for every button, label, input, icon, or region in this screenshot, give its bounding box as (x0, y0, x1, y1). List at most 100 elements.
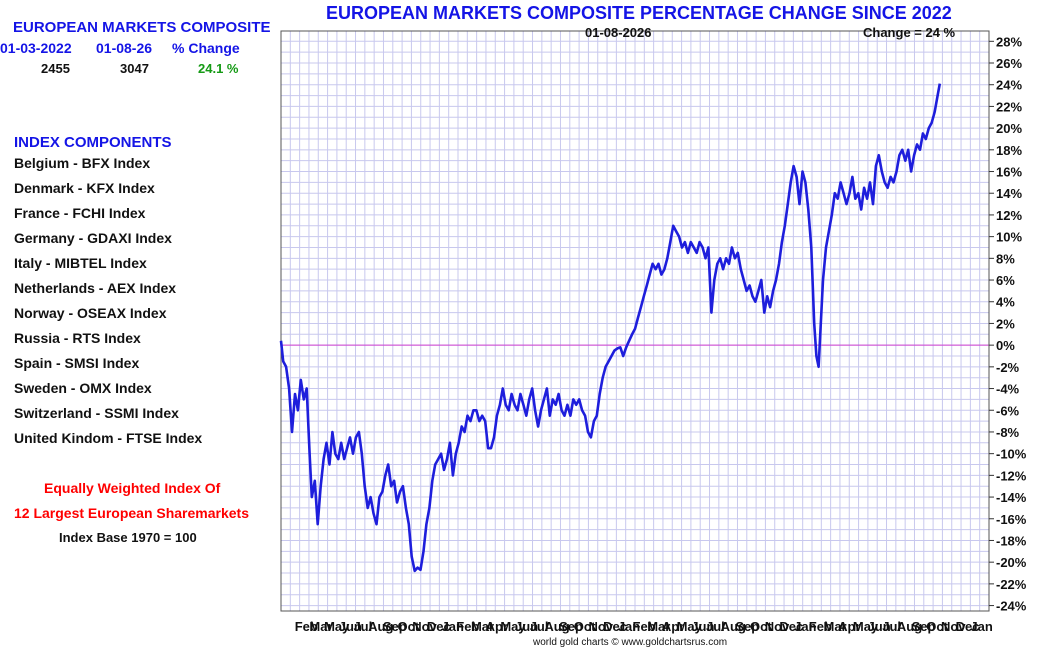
x-tick-label: Nov (941, 619, 966, 634)
y-tick-label: -6% (996, 403, 1020, 418)
x-tick-label: Jul (882, 619, 901, 634)
component-item: Russia - RTS Index (14, 330, 141, 346)
y-tick-label: 22% (996, 99, 1022, 114)
summary-change-value: 24.1 % (198, 61, 239, 76)
summary-end-value: 3047 (120, 61, 149, 76)
y-tick-label: 0% (996, 338, 1015, 353)
x-tick-label: Feb (295, 619, 318, 634)
x-tick-label: May (677, 619, 703, 634)
y-tick-label: 18% (996, 143, 1022, 158)
x-tick-label: Jan (794, 619, 816, 634)
y-tick-label: -4% (996, 382, 1020, 397)
y-tick-label: -10% (996, 447, 1027, 462)
x-tick-label: Dec (603, 619, 627, 634)
series-line (279, 83, 942, 573)
component-item: Switzerland - SSMI Index (14, 405, 179, 421)
y-tick-label: 4% (996, 295, 1015, 310)
x-tick-label: Dec (779, 619, 803, 634)
x-tick-label: Aug (721, 619, 746, 634)
component-item: Belgium - BFX Index (14, 155, 151, 171)
x-tick-label: Aug (897, 619, 922, 634)
note-line-3: Index Base 1970 = 100 (59, 530, 197, 545)
x-tick-label: Dec (427, 619, 451, 634)
x-tick-label: Nov (588, 619, 613, 634)
x-tick-label: Sep (735, 619, 759, 634)
x-tick-label: May (324, 619, 350, 634)
x-tick-label: Jul (530, 619, 549, 634)
y-tick-label: -22% (996, 577, 1027, 592)
x-tick-label: Apr (662, 619, 684, 634)
x-tick-label: Oct (926, 619, 948, 634)
x-tick-label: Mar (309, 619, 332, 634)
y-tick-label: -2% (996, 360, 1020, 375)
components-heading: INDEX COMPONENTS (14, 134, 172, 151)
note-line-2: 12 Largest European Sharemarkets (14, 505, 249, 521)
y-tick-label: 2% (996, 316, 1015, 331)
x-tick-label: Jun (868, 619, 891, 634)
y-tick-label: 16% (996, 165, 1022, 180)
summary-end-date: 01-08-26 (96, 40, 153, 56)
x-tick-label: Jun (515, 619, 538, 634)
note-line-1: Equally Weighted Index Of (44, 480, 221, 496)
x-tick-label: Nov (765, 619, 790, 634)
x-tick-label: Jun (339, 619, 362, 634)
component-item: Sweden - OMX Index (14, 380, 152, 396)
x-tick-label: Oct (574, 619, 596, 634)
chart-date-label: 01-08-2026 (585, 25, 652, 40)
summary-change-header: % Change (172, 40, 240, 56)
y-tick-label: -20% (996, 555, 1027, 570)
x-tick-label: Mar (823, 619, 846, 634)
component-item: Norway - OSEAX Index (14, 305, 167, 321)
component-item: Denmark - KFX Index (14, 180, 155, 196)
y-tick-label: 12% (996, 208, 1022, 223)
y-tick-label: -12% (996, 468, 1027, 483)
x-tick-label: Dec (956, 619, 980, 634)
y-tick-label: 26% (996, 56, 1022, 71)
x-tick-label: Jan (618, 619, 640, 634)
y-tick-label: -14% (996, 490, 1027, 505)
x-tick-label: May (500, 619, 526, 634)
x-tick-label: Apr (838, 619, 860, 634)
x-tick-label: Jul (353, 619, 372, 634)
plot-border (280, 30, 990, 612)
x-tick-label: Feb (633, 619, 656, 634)
x-tick-label: Jan (442, 619, 464, 634)
component-item: Germany - GDAXI Index (14, 230, 172, 246)
summary-start-value: 2455 (41, 61, 70, 76)
x-tick-label: Feb (809, 619, 832, 634)
x-tick-label: Oct (750, 619, 772, 634)
x-tick-label: Sep (559, 619, 583, 634)
y-tick-label: 20% (996, 121, 1022, 136)
x-axis-ticks: FebMarMayJunJulAugSepOctNovDecJanFebMarA… (295, 619, 993, 634)
x-tick-label: Aug (544, 619, 569, 634)
y-tick-label: -8% (996, 425, 1020, 440)
y-tick-label: 28% (996, 34, 1022, 49)
chart-change-label: Change = 24 % (863, 25, 956, 40)
y-tick-label: 8% (996, 251, 1015, 266)
y-tick-label: -24% (996, 599, 1027, 614)
x-tick-label: Feb (456, 619, 479, 634)
plot-frame (280, 30, 990, 612)
series-group (279, 83, 942, 573)
x-tick-label: Oct (398, 619, 420, 634)
footer-credit: world gold charts © www.goldchartsrus.co… (533, 637, 728, 648)
component-item: United Kindom - FTSE Index (14, 430, 203, 446)
y-tick-label: 24% (996, 78, 1022, 93)
x-tick-label: Sep (912, 619, 936, 634)
x-tick-label: Aug (368, 619, 393, 634)
x-tick-label: Sep (383, 619, 407, 634)
x-tick-label: Jun (691, 619, 714, 634)
y-axis-ticks: 28% 26% 24% 22% 20% 18% 16% 14% 12% 10% 8% 6% 4% 2% 0%… (989, 34, 1027, 614)
x-tick-label: Mar (471, 619, 494, 634)
y-tick-label: 6% (996, 273, 1015, 288)
summary-title: EUROPEAN MARKETS COMPOSITE (13, 19, 271, 36)
component-item: France - FCHI Index (14, 205, 146, 221)
y-tick-label: -18% (996, 533, 1027, 548)
x-tick-label: Jan (970, 619, 992, 634)
y-tick-label: 10% (996, 230, 1022, 245)
x-tick-label: Mar (647, 619, 670, 634)
chart-grid (280, 31, 990, 611)
component-item: Italy - MIBTEL Index (14, 255, 147, 271)
x-tick-label: Apr (486, 619, 508, 634)
